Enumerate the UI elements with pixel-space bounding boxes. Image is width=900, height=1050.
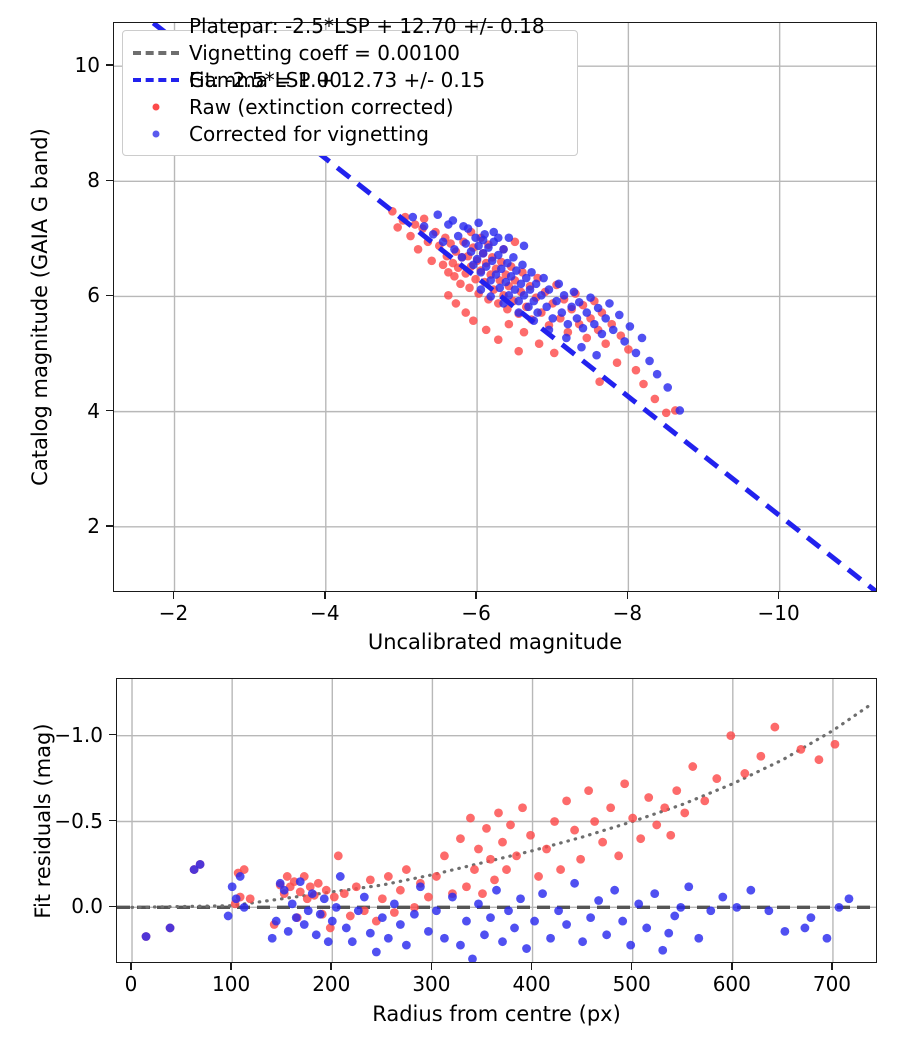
x-tickmark bbox=[324, 592, 326, 599]
x-tick-label: −10 bbox=[757, 601, 800, 625]
legend-row-fit: Fit: -2.5*LSP + 12.73 +/- 0.15 bbox=[133, 66, 565, 93]
y-tick-label: 4 bbox=[87, 398, 100, 423]
scatter-dot-icon-blue bbox=[133, 125, 179, 143]
x-tickmark bbox=[831, 963, 833, 970]
y-axis-title: Fit residuals (mag) bbox=[31, 722, 55, 919]
x-tick-label: −4 bbox=[310, 601, 340, 625]
legend-text-group: Platepar: -2.5*LSP + 12.70 +/- 0.18 Vign… bbox=[189, 12, 545, 93]
x-tick-label: 600 bbox=[712, 972, 751, 996]
y-tickmark bbox=[109, 905, 116, 908]
fit-residuals-plot bbox=[117, 679, 876, 962]
x-tick-label: −6 bbox=[461, 601, 491, 625]
x-tick-label: 0 bbox=[124, 972, 138, 996]
plot-legend: Platepar: -2.5*LSP + 12.70 +/- 0.18 Vign… bbox=[122, 16, 578, 156]
dashed-line-icon-blue bbox=[133, 71, 179, 89]
y-tick-label: 8 bbox=[87, 168, 100, 193]
x-tickmark bbox=[230, 963, 232, 970]
x-tickmark bbox=[130, 963, 132, 970]
x-tick-label: 500 bbox=[612, 972, 651, 996]
x-tick-label: 200 bbox=[312, 972, 351, 996]
legend-row-corrected: Corrected for vignetting bbox=[133, 120, 565, 147]
fit-residuals-axes bbox=[116, 678, 877, 963]
y-tickmark bbox=[106, 64, 113, 66]
x-tickmark bbox=[172, 592, 175, 599]
legend-label-fit: Fit: -2.5*LSP + 12.73 +/- 0.15 bbox=[189, 67, 486, 92]
x-tick-label: −2 bbox=[158, 601, 189, 625]
legend-label-platepar: Platepar: -2.5*LSP + 12.70 +/- 0.18 bbox=[189, 13, 545, 38]
legend-label-corrected: Corrected for vignetting bbox=[189, 121, 429, 146]
x-tickmark bbox=[330, 963, 333, 970]
legend-label-gamma: Gamma = 1.00 bbox=[189, 67, 342, 92]
x-axis-title: Radius from centre (px) bbox=[372, 1002, 621, 1026]
x-tickmark bbox=[530, 963, 533, 970]
x-axis-title: Uncalibrated magnitude bbox=[367, 630, 623, 654]
x-tick-label: 700 bbox=[812, 972, 852, 996]
x-tickmark bbox=[475, 592, 477, 599]
y-tick-label: −1.0 bbox=[54, 722, 103, 747]
y-tickmark bbox=[106, 179, 113, 182]
x-tick-label: 100 bbox=[212, 972, 251, 996]
scatter-dot-icon-red bbox=[133, 98, 179, 116]
x-tickmark bbox=[626, 592, 629, 599]
y-tickmark bbox=[106, 524, 113, 527]
y-tickmark bbox=[106, 294, 113, 297]
y-tickmark bbox=[109, 819, 116, 822]
x-tick-label: 300 bbox=[412, 972, 451, 996]
legend-label-raw: Raw (extinction corrected) bbox=[189, 94, 454, 119]
y-tick-label: 10 bbox=[74, 53, 100, 78]
y-tick-label: 2 bbox=[87, 513, 100, 538]
dashed-line-icon-gray bbox=[133, 44, 179, 62]
y-tick-label: 6 bbox=[87, 283, 100, 308]
y-tick-label: −0.5 bbox=[54, 808, 103, 833]
y-tick-label: 0.0 bbox=[71, 894, 103, 919]
x-tickmark bbox=[777, 592, 780, 599]
y-tickmark bbox=[109, 733, 116, 736]
x-tick-label: 400 bbox=[512, 972, 551, 996]
x-tickmark bbox=[731, 963, 733, 970]
x-tickmark bbox=[630, 963, 633, 970]
x-tick-label: −8 bbox=[612, 601, 643, 625]
y-axis-title: Catalog magnitude (GAIA G band) bbox=[28, 128, 52, 486]
y-tickmark bbox=[106, 409, 113, 412]
legend-label-vignetting-coeff: Vignetting coeff = 0.00100 bbox=[189, 40, 460, 65]
x-tickmark bbox=[430, 963, 433, 970]
legend-row-vignetting-group: Platepar: -2.5*LSP + 12.70 +/- 0.18 Vign… bbox=[133, 16, 565, 90]
legend-row-raw: Raw (extinction corrected) bbox=[133, 93, 565, 120]
